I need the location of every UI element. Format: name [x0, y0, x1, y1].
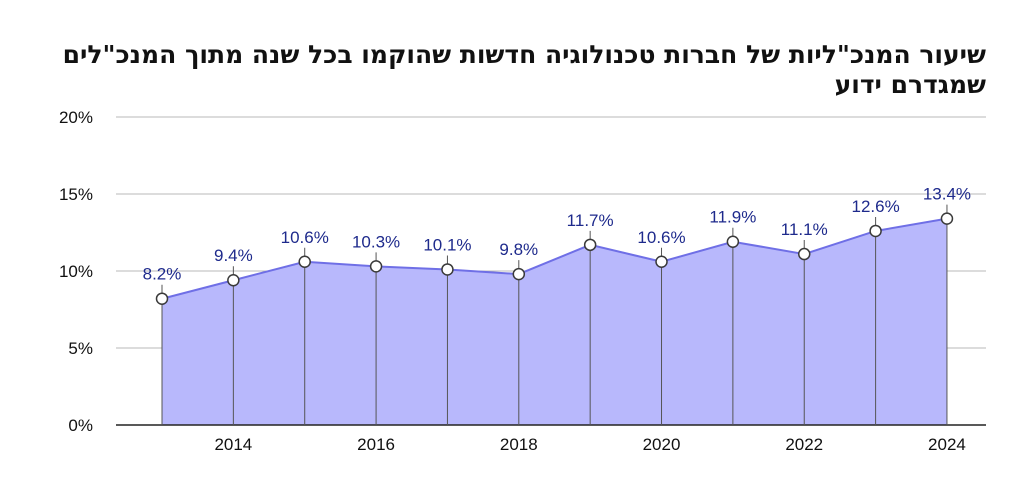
data-label: 12.6%: [851, 197, 899, 216]
x-tick-label: 2016: [357, 435, 395, 454]
data-label: 8.2%: [143, 265, 182, 284]
data-point: [441, 263, 454, 276]
data-label: 13.4%: [923, 185, 971, 204]
area-fill: [162, 218, 947, 425]
data-label: 10.3%: [352, 232, 400, 251]
x-tick-label: 2014: [214, 435, 252, 454]
x-tick-label: 2018: [500, 435, 538, 454]
y-tick-label: 20%: [59, 108, 93, 127]
y-tick-label: 5%: [68, 339, 93, 358]
data-label: 10.6%: [637, 228, 685, 247]
x-axis: 2014 2016 2018 2020 2022 2024: [116, 424, 986, 454]
series-line: [161, 217, 948, 300]
data-point: [655, 255, 668, 269]
data-point: [369, 260, 383, 273]
data-point: [155, 292, 169, 305]
y-axis-ticks: 0% 5% 10% 15% 20%: [59, 108, 93, 435]
y-tick-label: 0%: [68, 416, 93, 435]
data-points: [155, 212, 954, 305]
x-tick-label: 2024: [928, 435, 966, 454]
data-label: 10.1%: [423, 235, 471, 254]
x-tick-label: 2022: [785, 435, 823, 454]
data-point: [797, 247, 811, 261]
chart-title: שיעור המנכ"ליות של חברות טכנולוגיה חדשות…: [62, 40, 986, 99]
drop-lines: [161, 204, 948, 425]
data-labels: 8.2% 9.4% 10.6% 10.3% 10.1% 9.8% 11.7% 10.6% 11.…: [143, 185, 971, 284]
data-label: 9.8%: [499, 240, 538, 259]
data-label: 11.7%: [567, 211, 614, 230]
data-point: [298, 255, 311, 269]
area-series: [161, 217, 948, 425]
data-label: 11.9%: [709, 208, 756, 227]
data-point: [583, 238, 597, 252]
x-tick-label: 2020: [643, 435, 681, 454]
data-label: 11.1%: [781, 220, 828, 239]
y-tick-label: 10%: [59, 262, 93, 281]
data-label: 9.4%: [214, 246, 253, 265]
data-point: [227, 273, 240, 287]
data-label: 10.6%: [281, 228, 329, 247]
data-point: [869, 224, 882, 238]
y-tick-label: 15%: [59, 185, 93, 204]
data-point: [512, 267, 526, 281]
data-point: [940, 212, 954, 225]
data-point: [726, 235, 740, 248]
